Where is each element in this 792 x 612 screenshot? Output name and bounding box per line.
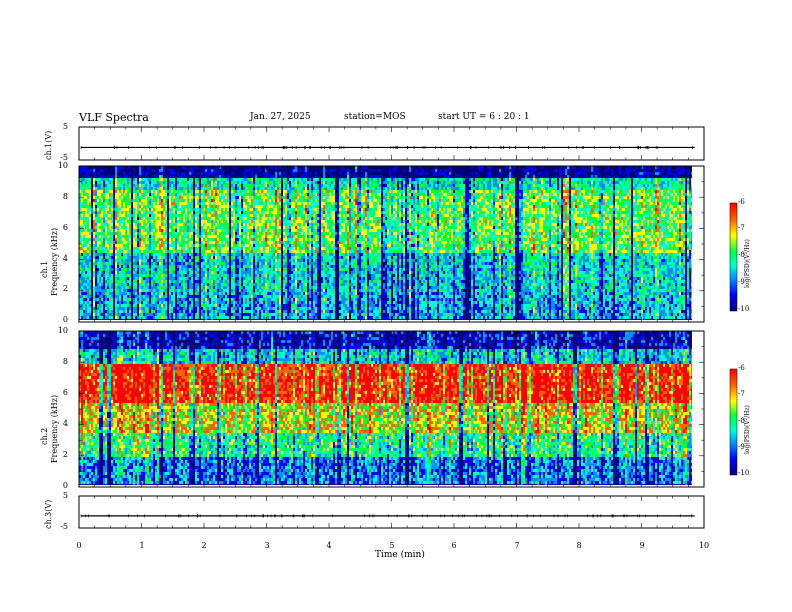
ch1-voltage-ylabel: ch.1(V)	[44, 131, 53, 160]
xtick-5: 5	[382, 541, 402, 550]
xtick-0: 0	[69, 541, 89, 550]
xtick-2: 2	[194, 541, 214, 550]
spec2-ylabel-frequency: Frequency (kHz)	[50, 395, 59, 463]
chart-title: VLF Spectra	[79, 111, 149, 124]
ch3-ytick-neg5: -5	[48, 522, 68, 531]
spec1-ytick-6: 6	[48, 223, 68, 232]
start-time-label: start UT = 6 : 20 : 1	[438, 112, 530, 122]
cbar1-tick-neg6: -6	[738, 198, 745, 206]
cbar1-tick-neg9: -9	[738, 278, 745, 286]
ch3-voltage-ylabel: ch.3(V)	[44, 500, 53, 529]
date-label: Jan. 27, 2025	[250, 112, 311, 122]
ch2-colorbar	[729, 368, 738, 476]
cbar1-tick-neg8: -8	[738, 251, 745, 259]
xtick-1: 1	[132, 541, 152, 550]
ch2-spectrogram-image	[79, 331, 692, 485]
cbar2-label: log(PSD)(V²/Hz)	[744, 405, 751, 454]
cbar2-tick-neg9: -9	[738, 443, 745, 451]
cbar1-tick-neg10: -10	[738, 305, 749, 313]
ch1-ytick-neg5: -5	[48, 153, 68, 162]
cbar2-tick-neg8: -8	[738, 417, 745, 425]
cbar2-tick-neg7: -7	[738, 390, 745, 398]
spec2-ytick-6: 6	[48, 388, 68, 397]
cbar2-tick-neg10: -10	[738, 469, 749, 477]
ch1-spectrogram-image	[79, 166, 692, 320]
xtick-6: 6	[444, 541, 464, 550]
spec1-ytick-8: 8	[48, 192, 68, 201]
cbar2-tick-neg6: -6	[738, 364, 745, 372]
spec2-ylabel-channel: ch.2	[40, 428, 49, 445]
xtick-8: 8	[569, 541, 589, 550]
spec2-ytick-2: 2	[48, 450, 68, 459]
xtick-7: 7	[507, 541, 527, 550]
spec1-ylabel-frequency: Frequency (kHz)	[50, 228, 59, 296]
cbar1-label: log(PSD)(V²/Hz)	[744, 239, 751, 288]
spec2-ytick-8: 8	[48, 357, 68, 366]
x-axis-label: Time (min)	[375, 550, 425, 560]
spec2-ytick-10: 10	[48, 326, 68, 335]
spec1-ytick-0: 0	[48, 315, 68, 324]
xtick-10: 10	[694, 541, 714, 550]
spec1-ylabel-channel: ch.1	[40, 261, 49, 278]
xtick-3: 3	[257, 541, 277, 550]
ch1-colorbar	[729, 202, 738, 312]
spec2-ytick-4: 4	[48, 419, 68, 428]
ch3-ytick-5: 5	[48, 491, 68, 500]
spec1-ytick-2: 2	[48, 284, 68, 293]
spec2-ytick-0: 0	[48, 481, 68, 490]
station-label: station=MOS	[344, 112, 406, 122]
cbar1-tick-neg7: -7	[738, 224, 745, 232]
spec1-ytick-4: 4	[48, 254, 68, 263]
xtick-4: 4	[319, 541, 339, 550]
xtick-9: 9	[632, 541, 652, 550]
ch1-ytick-5: 5	[48, 122, 68, 131]
spec1-ytick-10: 10	[48, 161, 68, 170]
